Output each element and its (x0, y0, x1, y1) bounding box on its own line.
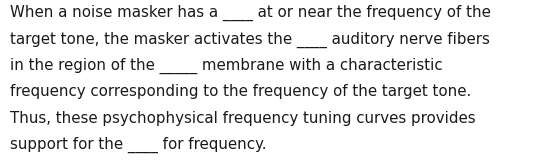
Text: When a noise masker has a ____ at or near the frequency of the: When a noise masker has a ____ at or nea… (10, 5, 491, 21)
Text: Thus, these psychophysical frequency tuning curves provides: Thus, these psychophysical frequency tun… (10, 111, 475, 126)
Text: frequency corresponding to the frequency of the target tone.: frequency corresponding to the frequency… (10, 84, 472, 99)
Text: target tone, the masker activates the ____ auditory nerve fibers: target tone, the masker activates the __… (10, 31, 490, 48)
Text: support for the ____ for frequency.: support for the ____ for frequency. (10, 137, 267, 153)
Text: in the region of the _____ membrane with a characteristic: in the region of the _____ membrane with… (10, 58, 442, 74)
